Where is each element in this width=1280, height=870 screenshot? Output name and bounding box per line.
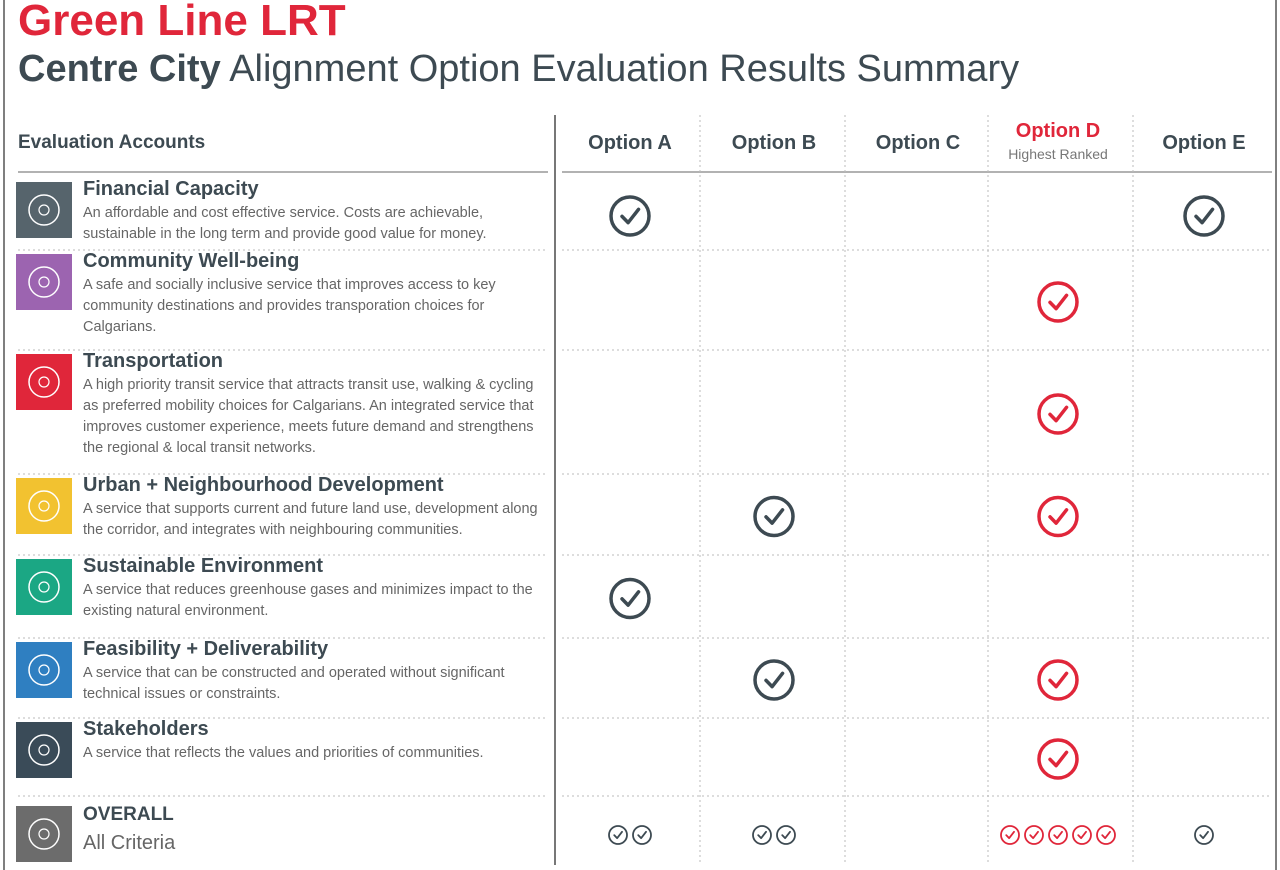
check-tick xyxy=(1053,830,1063,840)
check xyxy=(1037,738,1079,780)
option-header: Option E xyxy=(1162,132,1246,154)
icon-ring xyxy=(28,654,60,686)
icon-glyph xyxy=(38,744,50,756)
check-tick xyxy=(757,830,767,840)
row-title: Transportation xyxy=(83,350,224,372)
option-header: Option D xyxy=(1015,120,1101,142)
check xyxy=(609,577,651,620)
icon-ring xyxy=(28,490,60,522)
column-header: Evaluation Accounts xyxy=(18,132,206,153)
check xyxy=(753,659,795,701)
check xyxy=(1024,825,1044,845)
icon-ring xyxy=(28,571,60,603)
icon-ring xyxy=(28,734,60,766)
icon-glyph xyxy=(38,828,50,840)
check-tick xyxy=(637,830,647,840)
row-title: Community Well-being xyxy=(83,250,300,272)
check-tick xyxy=(1048,405,1069,423)
check-tick xyxy=(1048,293,1069,311)
row-description: A service that can be constructed and op… xyxy=(83,665,505,702)
row-title: Stakeholders xyxy=(83,718,209,740)
check xyxy=(1096,825,1116,845)
option-header: Option A xyxy=(588,132,672,154)
check xyxy=(1183,195,1225,237)
icon xyxy=(16,478,72,534)
overall-title: OVERALL xyxy=(83,804,174,825)
frame xyxy=(3,0,1277,870)
check xyxy=(1037,393,1079,435)
check xyxy=(1072,825,1092,845)
check-tick xyxy=(764,671,785,689)
overall-subtitle: All Criteria xyxy=(83,832,176,854)
check-tick xyxy=(613,830,623,840)
row-title: Financial Capacity xyxy=(83,178,259,200)
check xyxy=(1194,825,1214,845)
check-tick xyxy=(781,830,791,840)
check-tick xyxy=(1199,830,1209,840)
icon-glyph xyxy=(38,581,50,593)
row-title: Urban + Neighbourhood Development xyxy=(83,474,444,496)
option-header: Option B xyxy=(731,132,817,154)
option-note: Highest Ranked xyxy=(1008,146,1108,162)
row-description: A service that reduces greenhouse gases … xyxy=(83,582,533,619)
row-description: A service that supports current and futu… xyxy=(83,501,538,538)
check-tick xyxy=(620,207,641,225)
icon xyxy=(16,254,72,310)
check-tick xyxy=(1048,671,1069,689)
icon xyxy=(16,182,72,238)
check xyxy=(752,825,772,845)
icon-ring xyxy=(28,366,60,398)
row-description: An affordable and cost effective service… xyxy=(83,205,487,242)
subtitle: Centre City Alignment Option Evaluation … xyxy=(18,48,1019,91)
icon xyxy=(16,559,72,615)
check-tick xyxy=(1077,830,1087,840)
check-tick xyxy=(620,590,641,607)
icon-glyph xyxy=(38,276,50,288)
icon-glyph xyxy=(38,664,50,676)
icon-ring xyxy=(28,194,60,226)
icon-glyph xyxy=(38,204,50,216)
check xyxy=(632,825,652,845)
check xyxy=(1037,281,1079,323)
row-title: Sustainable Environment xyxy=(83,555,324,577)
check-tick xyxy=(1194,207,1215,225)
check-tick xyxy=(764,508,785,525)
icon xyxy=(16,806,72,862)
check xyxy=(1048,825,1068,845)
icon-ring xyxy=(28,818,60,850)
icon-glyph xyxy=(38,500,50,512)
check-tick xyxy=(1048,508,1069,525)
check xyxy=(753,495,795,538)
title: Green Line LRT xyxy=(18,0,346,45)
check-tick xyxy=(1005,830,1015,840)
check-tick xyxy=(1029,830,1039,840)
check xyxy=(609,195,651,237)
check-tick xyxy=(1101,830,1111,840)
subtitle-bold: Centre City xyxy=(18,48,221,90)
row-description: A high priority transit service that att… xyxy=(83,377,534,456)
icon-glyph xyxy=(38,376,50,388)
option-header: Option C xyxy=(875,132,961,154)
check xyxy=(608,825,628,845)
check xyxy=(1037,495,1079,538)
check-tick xyxy=(1048,750,1069,768)
check xyxy=(776,825,796,845)
icon-ring xyxy=(28,266,60,298)
row-description: A service that reflects the values and p… xyxy=(83,745,484,761)
row-title: Feasibility + Deliverability xyxy=(83,638,329,660)
check xyxy=(1037,659,1079,701)
row-description: A safe and socially inclusive service th… xyxy=(83,277,496,335)
subtitle-text: Alignment Option Evaluation Results Summ… xyxy=(229,48,1020,90)
check xyxy=(1000,825,1020,845)
icon xyxy=(16,642,72,698)
icon xyxy=(16,722,72,778)
icon xyxy=(16,354,72,410)
